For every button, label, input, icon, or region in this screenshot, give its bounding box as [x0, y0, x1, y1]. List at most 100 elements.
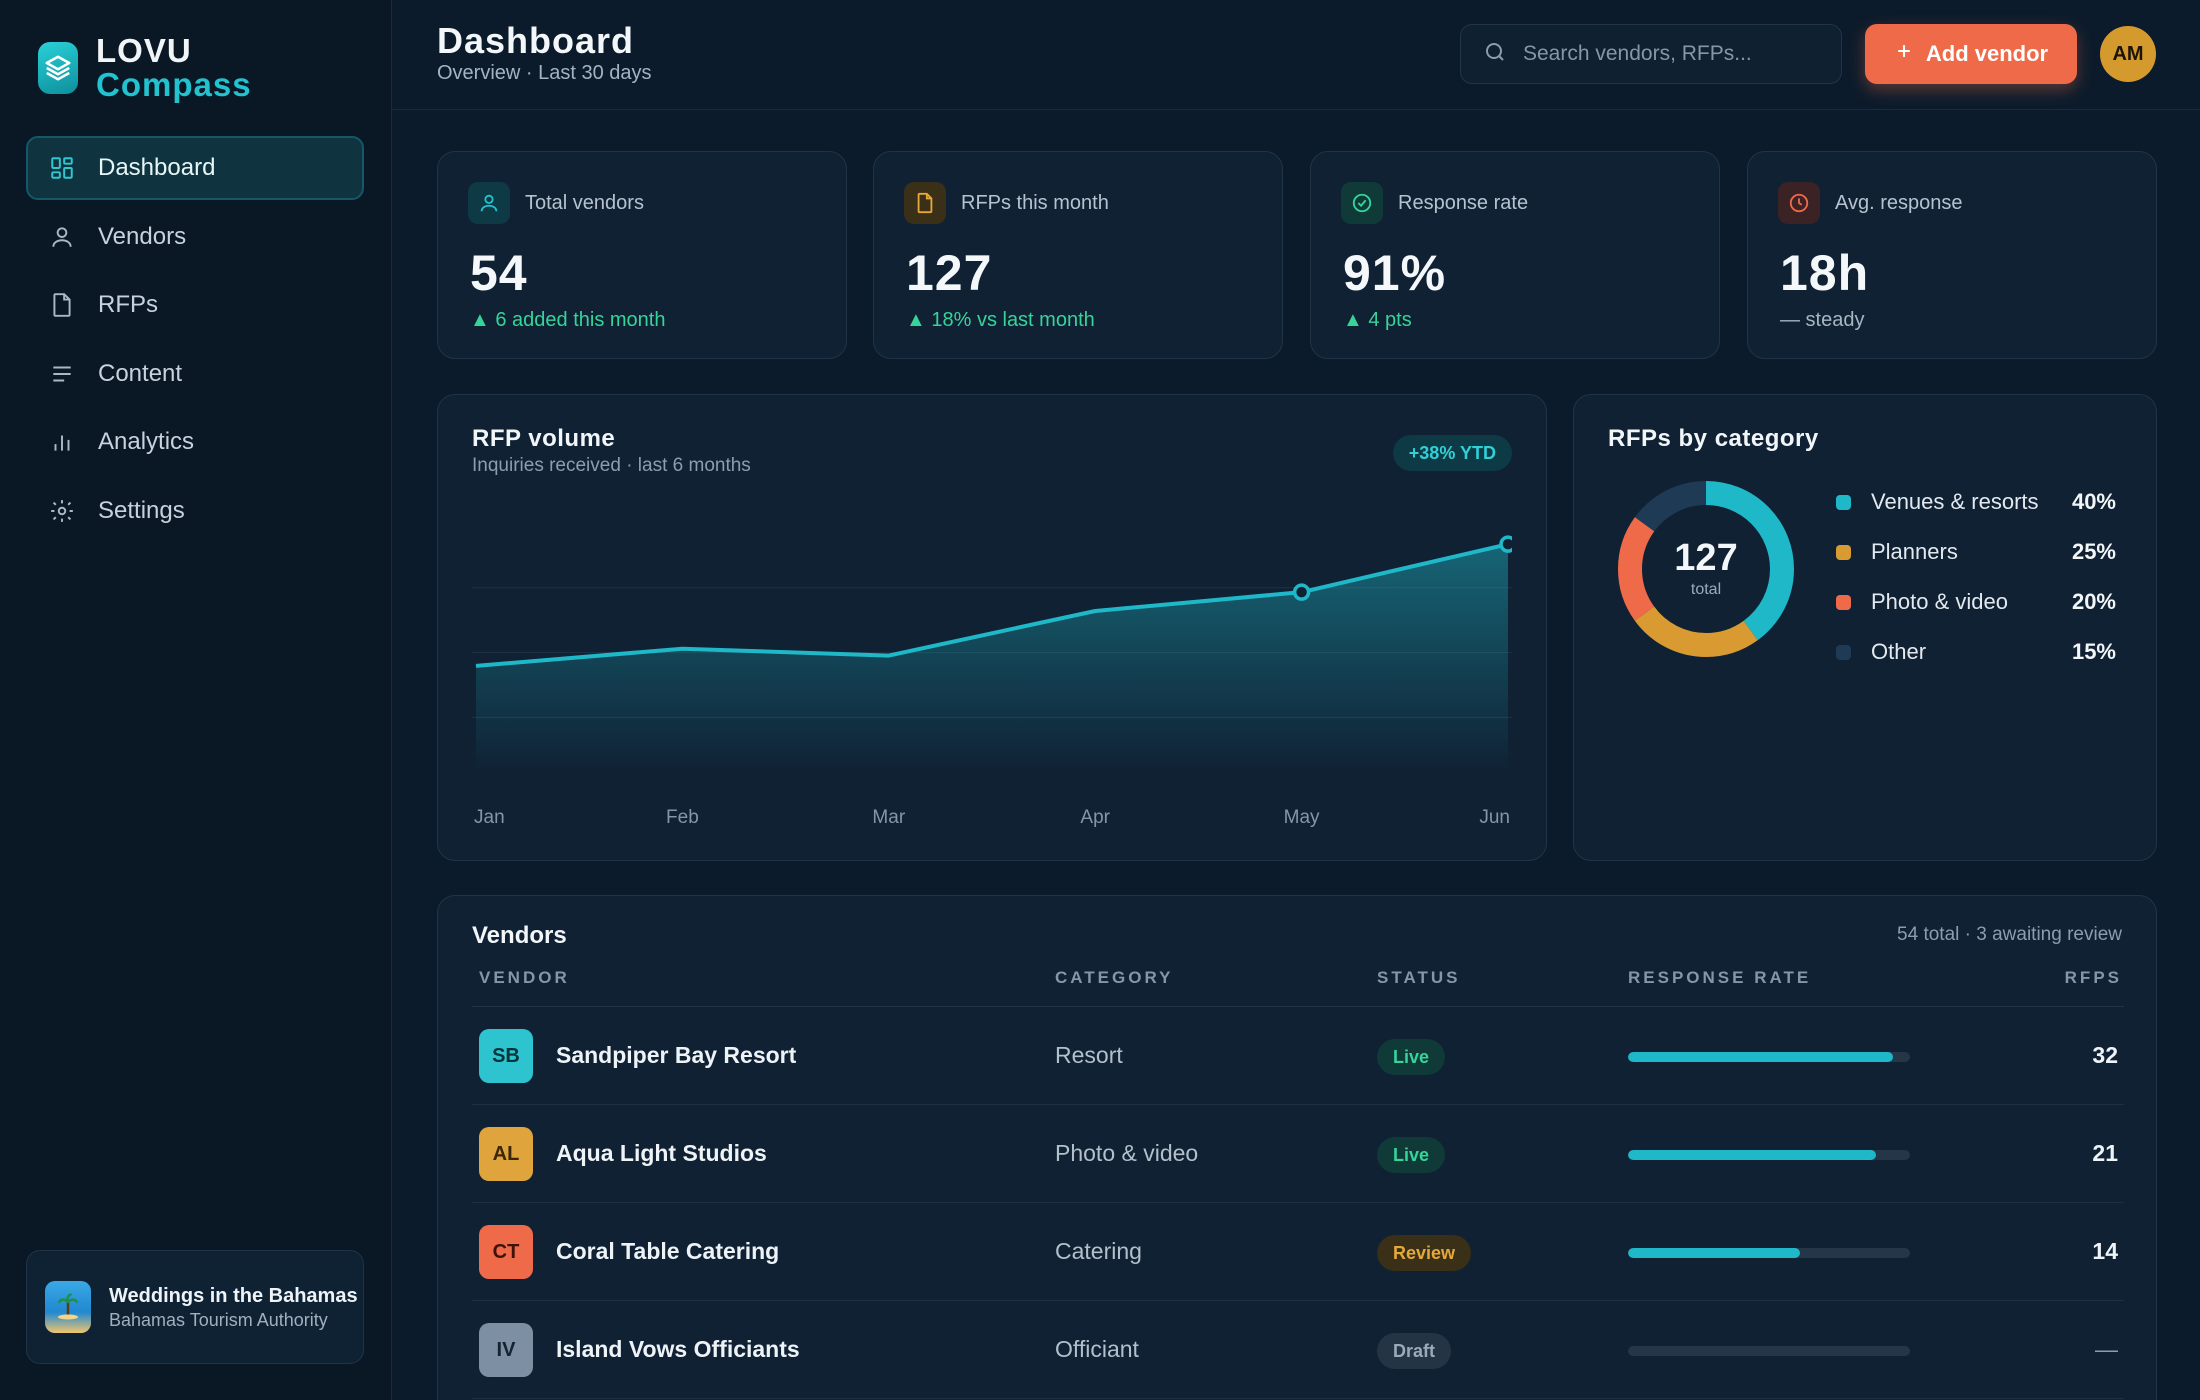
search-icon [1483, 40, 1507, 69]
column-header-category[interactable]: CATEGORY [1055, 968, 1174, 987]
table-row[interactable]: SB Sandpiper Bay Resort Resort Live 32 [472, 1007, 2124, 1105]
kpi-value: 54 [470, 245, 528, 301]
vendor-avatar: AL [479, 1127, 533, 1181]
legend-item: Photo & video 20% [1836, 577, 2116, 627]
donut-total-label: total [1690, 581, 1722, 598]
check-circle-icon [1341, 182, 1383, 224]
kpi-card-rfps-month: RFPs this month 127 ▲ 18% vs last month [873, 151, 1283, 359]
vendor-category: Photo & video [1055, 1140, 1199, 1166]
donut-total: 127 [1674, 537, 1738, 579]
sidebar-item-label: RFPs [98, 291, 158, 318]
donut-slice-1 [1618, 481, 1794, 657]
org-name: Weddings in the Bahamas [109, 1284, 358, 1307]
data-point-may [1292, 583, 1311, 601]
sidebar-item-label: Content [98, 359, 183, 387]
search-input[interactable] [1523, 42, 1823, 66]
table-meta: 54 total · 3 awaiting review [1897, 924, 2122, 945]
table-row[interactable]: CT Coral Table Catering Catering Review … [472, 1203, 2124, 1301]
vendor-name[interactable]: Coral Table Catering [556, 1238, 780, 1264]
vendor-name[interactable]: Aqua Light Studios [556, 1140, 767, 1166]
kpi-delta: — steady [1780, 309, 1865, 331]
column-header-vendor[interactable]: VENDOR [479, 968, 570, 987]
sidebar-item-settings[interactable]: Settings [26, 479, 364, 543]
vendor-rfps: — [2095, 1336, 2118, 1362]
kpi-label: Response rate [1398, 191, 1529, 214]
vendor-rfps: 21 [2092, 1140, 2118, 1166]
sidebar-item-dashboard[interactable]: Dashboard [26, 136, 364, 200]
user-icon [468, 182, 510, 224]
add-vendor-button[interactable]: Add vendor [1865, 24, 2077, 84]
sidebar-item-analytics[interactable]: Analytics [26, 410, 364, 474]
x-tick-label: May [1284, 807, 1320, 828]
kpi-value: 18h [1780, 245, 1870, 301]
chart-subtitle: Inquiries received · last 6 months [472, 455, 751, 476]
sidebar-item-label: Vendors [98, 222, 187, 250]
avatar[interactable]: AM [2100, 26, 2156, 82]
vendor-avatar: SB [479, 1029, 533, 1083]
donut-legend: Venues & resorts 40% Planners 25% Photo & … [1836, 477, 2116, 677]
sidebar-item-label: Analytics [98, 428, 195, 455]
org-switcher[interactable]: Weddings in the Bahamas Bahamas Tourism … [26, 1250, 364, 1364]
column-header-rfps[interactable]: RFPS [2064, 968, 2122, 987]
document-icon [48, 291, 76, 319]
status-badge: Draft [1377, 1333, 1452, 1369]
user-icon [48, 223, 76, 251]
sidebar-item-content[interactable]: Content [26, 342, 364, 406]
sidebar: LOVU Compass Dashboard Vendors RFPs Cont… [0, 0, 392, 1400]
sidebar-item-vendors[interactable]: Vendors [26, 205, 364, 269]
kpi-card-avg-response: Avg. response 18h — steady [1747, 151, 2157, 359]
table-row[interactable]: IV Island Vows Officiants Officiant Draf… [472, 1301, 2124, 1399]
kpi-label: Total vendors [525, 191, 644, 214]
vendor-rfps: 32 [2092, 1042, 2118, 1068]
legend-item: Planners 25% [1836, 527, 2116, 577]
vendor-name[interactable]: Sandpiper Bay Resort [556, 1042, 797, 1068]
vendor-avatar: IV [479, 1323, 533, 1377]
vendor-category: Catering [1055, 1238, 1142, 1264]
sidebar-item-label: Settings [98, 496, 185, 524]
sidebar-item-rfps[interactable]: RFPs [26, 273, 364, 337]
vendor-category: Officiant [1055, 1336, 1139, 1362]
grid-icon [48, 154, 76, 182]
rfp-volume-card: RFP volume Inquiries received · last 6 m… [437, 394, 1547, 861]
table-title: Vendors [472, 922, 567, 949]
column-header-status[interactable]: STATUS [1377, 968, 1461, 987]
page-subtitle: Overview · Last 30 days [437, 62, 652, 84]
island-icon [45, 1281, 91, 1333]
response-rate-bar [1628, 1346, 1910, 1356]
kpi-label: Avg. response [1835, 191, 1963, 214]
kpi-card-total-vendors: Total vendors 54 ▲ 6 added this month [437, 151, 847, 359]
x-tick-label: Jun [1479, 807, 1510, 828]
logo-icon [38, 41, 78, 94]
plus-icon [1894, 41, 1914, 67]
column-header-response-rate[interactable]: RESPONSE RATE [1628, 968, 1812, 987]
brand-product: Compass [96, 66, 252, 103]
vendor-name[interactable]: Island Vows Officiants [556, 1336, 800, 1362]
donut-slice-3 [1618, 481, 1794, 657]
rfp-volume-chart: Jan Feb Mar Apr May Jun [472, 535, 1512, 828]
vendor-category: Resort [1055, 1042, 1123, 1068]
search-box[interactable] [1460, 24, 1842, 84]
kpi-card-response-rate: Response rate 91% ▲ 4 pts [1310, 151, 1720, 359]
brand[interactable]: LOVU Compass [38, 34, 252, 101]
sidebar-nav: Dashboard Vendors RFPs Content Analytics… [26, 136, 364, 547]
response-rate-bar [1628, 1052, 1910, 1062]
document-icon [904, 182, 946, 224]
table-row[interactable]: AL Aqua Light Studios Photo & video Live… [472, 1105, 2124, 1203]
kpi-value: 91% [1343, 245, 1447, 301]
rfps-by-category-card: RFPs by category 127 total Venues & reso… [1573, 394, 2157, 861]
status-badge: Live [1377, 1137, 1446, 1173]
data-point-jun [1499, 535, 1512, 553]
ytd-badge: +38% YTD [1392, 435, 1512, 471]
legend-item: Other 15% [1836, 627, 2116, 677]
series-line [475, 542, 1509, 668]
sidebar-item-label: Dashboard [98, 154, 216, 181]
vendor-avatar: CT [479, 1225, 533, 1279]
kpi-delta: ▲ 4 pts [1343, 309, 1412, 331]
vendor-rfps: 14 [2092, 1238, 2118, 1264]
kpi-label: RFPs this month [961, 191, 1109, 214]
top-header: Dashboard Overview · Last 30 days Add ve… [392, 0, 2200, 110]
x-tick-label: Apr [1080, 807, 1110, 828]
add-vendor-label: Add vendor [1925, 41, 2049, 66]
chart-title: RFP volume [472, 425, 616, 452]
kpi-value: 127 [906, 245, 993, 301]
